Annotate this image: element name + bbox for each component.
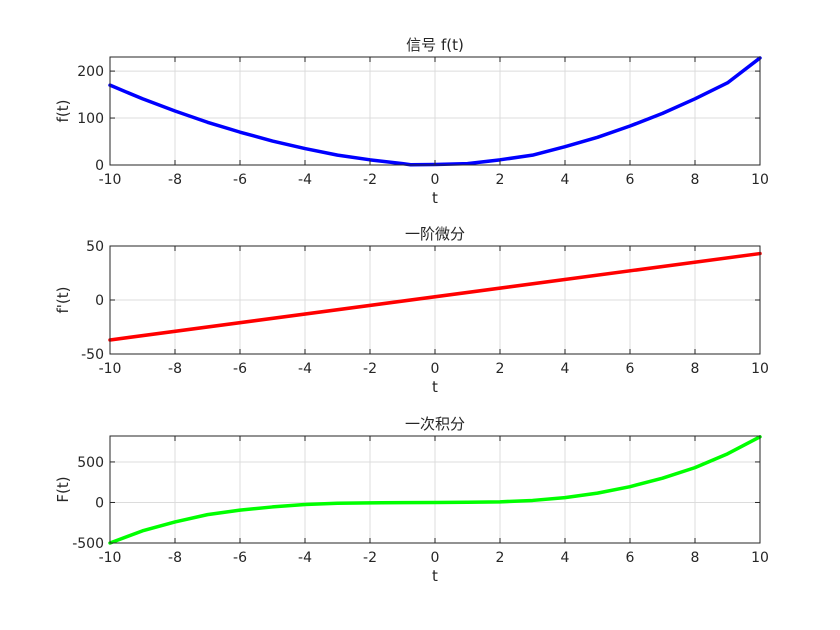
y-tick-label: 50: [86, 239, 104, 255]
x-tick-label: 2: [496, 172, 505, 188]
y-tick-label: 0: [95, 495, 104, 511]
x-tick-label: 2: [496, 361, 505, 377]
y-axis-label: f'(t): [54, 287, 72, 314]
x-tick-label: 8: [691, 550, 700, 566]
series-line-derivative: [108, 251, 762, 342]
x-tick-label: -2: [363, 172, 377, 188]
x-tick-label: -6: [233, 172, 247, 188]
chart-integral: -10 -8 -6 -4 -2 0 2 4 6 8 10 -500 0 500 一次积分 t F(t): [54, 415, 769, 585]
x-tick-label: 0: [431, 361, 440, 377]
x-axis-label: t: [432, 378, 438, 396]
x-axis-label: t: [432, 189, 438, 207]
y-tick-label: -50: [81, 347, 104, 363]
x-tick-label: -10: [99, 361, 122, 377]
chart-title: 一阶微分: [405, 225, 465, 243]
chart-title: 信号 f(t): [406, 36, 464, 54]
x-tick-label: -4: [298, 172, 312, 188]
chart-derivative: -10 -8 -6 -4 -2 0 2 4 6 8 10 -50 0 50 一阶微分 t f'(t): [54, 225, 769, 396]
chart-title: 一次积分: [405, 415, 465, 433]
x-tick-label: 0: [431, 172, 440, 188]
x-tick-label: 10: [751, 361, 769, 377]
y-tick-label: 0: [95, 293, 104, 309]
x-tick-label: 0: [431, 550, 440, 566]
y-tick-label: 500: [77, 455, 104, 471]
y-axis-label: f(t): [54, 100, 72, 123]
x-tick-label: -8: [168, 172, 182, 188]
y-tick-label: 100: [77, 111, 104, 127]
x-tick-label: 6: [626, 550, 635, 566]
y-tick-label: -500: [72, 536, 104, 552]
y-tick-label: 0: [95, 158, 104, 174]
x-tick-label: 2: [496, 550, 505, 566]
x-tick-label: 8: [691, 361, 700, 377]
x-tick-label: -2: [363, 550, 377, 566]
x-tick-label: -6: [233, 550, 247, 566]
series-line-integral: [108, 435, 762, 545]
x-tick-label: -8: [168, 361, 182, 377]
x-tick-label: 4: [561, 172, 570, 188]
x-tick-label: 6: [626, 172, 635, 188]
x-tick-label: -4: [298, 550, 312, 566]
y-axis-label: F(t): [54, 476, 72, 502]
x-tick-label: 8: [691, 172, 700, 188]
x-tick-label: -10: [99, 550, 122, 566]
x-tick-label: 4: [561, 550, 570, 566]
y-tick-label: 200: [77, 64, 104, 80]
x-tick-label: 10: [751, 172, 769, 188]
x-axis-label: t: [432, 567, 438, 585]
x-tick-label: -8: [168, 550, 182, 566]
x-tick-label: 4: [561, 361, 570, 377]
x-tick-label: -6: [233, 361, 247, 377]
x-tick-label: -2: [363, 361, 377, 377]
x-tick-label: 6: [626, 361, 635, 377]
x-tick-label: -10: [99, 172, 122, 188]
x-tick-label: 10: [751, 550, 769, 566]
x-tick-label: -4: [298, 361, 312, 377]
